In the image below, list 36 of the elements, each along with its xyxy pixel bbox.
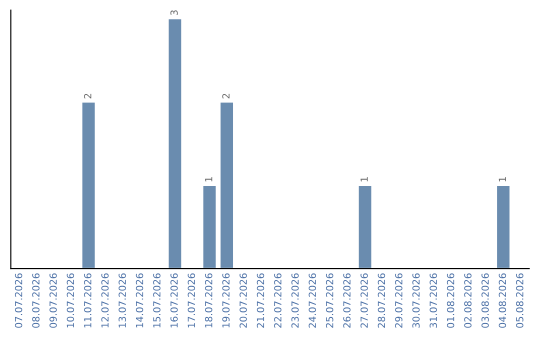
- x-tick-label: 25.07.2026: [326, 273, 334, 328]
- data-label: 2: [222, 94, 230, 98]
- x-tick-label: 10.07.2026: [66, 273, 74, 328]
- x-tick-label: 07.07.2026: [14, 273, 22, 328]
- x-tick-label: 01.08.2026: [446, 273, 454, 328]
- x-tick-label: 11.07.2026: [84, 273, 92, 328]
- x-tick-label: 22.07.2026: [274, 273, 282, 328]
- data-label: 1: [360, 177, 368, 182]
- x-tick-label: 13.07.2026: [118, 273, 126, 328]
- x-tick-label: 26.07.2026: [343, 273, 351, 328]
- x-tick-label: 05.08.2026: [516, 273, 524, 328]
- x-tick-label: 17.07.2026: [188, 273, 196, 328]
- x-tick-label: 02.08.2026: [464, 273, 472, 328]
- x-tick-label: 15.07.2026: [153, 273, 160, 328]
- x-tick-label: 04.08.2026: [498, 273, 506, 328]
- x-tick-label: 19.07.2026: [222, 273, 230, 328]
- x-tick-label: 18.07.2026: [204, 273, 212, 328]
- data-label: 1: [205, 177, 212, 182]
- data-label: 2: [84, 94, 92, 98]
- x-tick-label: 27.07.2026: [360, 273, 368, 328]
- data-label: 1: [498, 177, 506, 182]
- x-tick-label: 23.07.2026: [291, 273, 299, 328]
- x-tick-label: 12.07.2026: [101, 273, 109, 328]
- x-tick-label: 16.07.2026: [170, 273, 178, 328]
- x-tick-label: 09.07.2026: [49, 273, 57, 328]
- x-tick-label: 20.07.2026: [240, 273, 247, 328]
- x-tick-label: 30.07.2026: [412, 273, 420, 328]
- x-tick-label: 29.07.2026: [395, 273, 402, 328]
- x-tick-label: 31.07.2026: [430, 273, 437, 328]
- x-tick-label: 14.07.2026: [136, 273, 144, 328]
- x-tick-label: 24.07.2026: [308, 273, 316, 328]
- x-tick-label: 03.08.2026: [481, 273, 489, 328]
- x-tick-label: 21.07.2026: [256, 273, 264, 328]
- data-label: 3: [170, 10, 178, 16]
- x-tick-label: 08.07.2026: [32, 273, 40, 328]
- x-tick-label: 28.07.2026: [378, 273, 386, 328]
